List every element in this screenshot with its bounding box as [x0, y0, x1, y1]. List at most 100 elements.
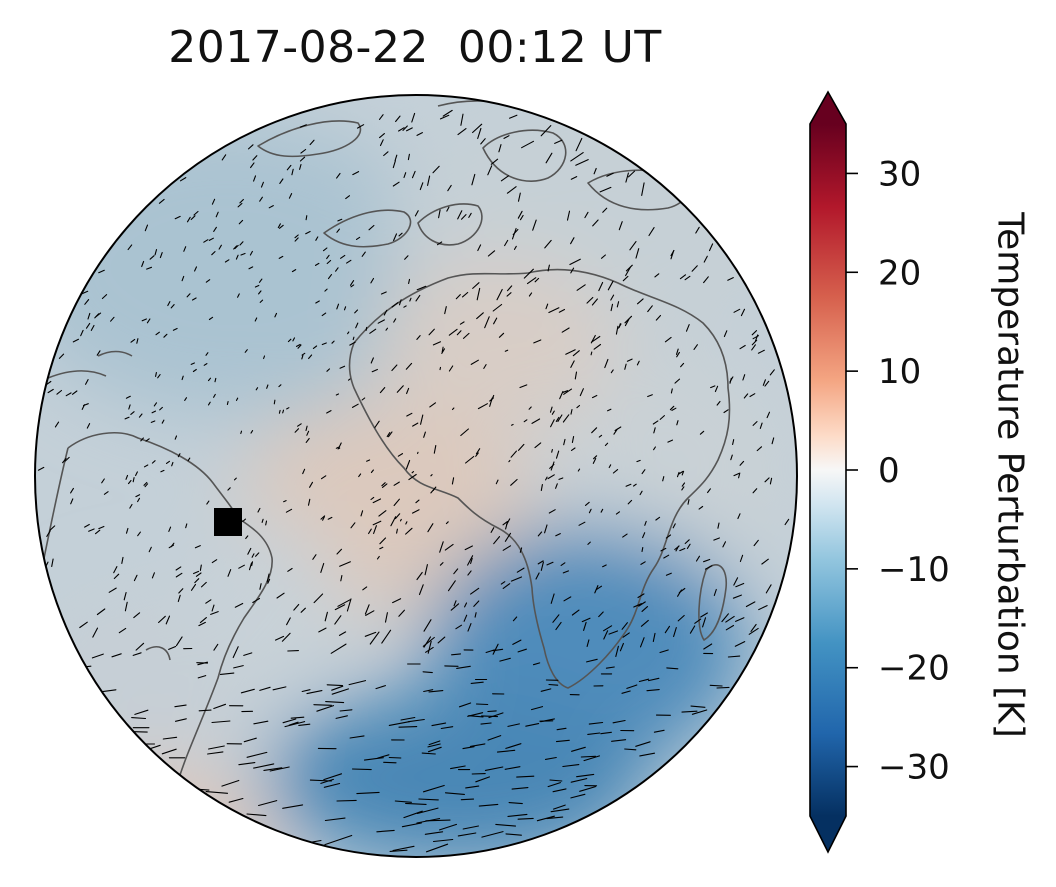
wind-vector: [493, 317, 498, 325]
colorbar-extend-min: [810, 816, 846, 852]
wind-vector: [583, 755, 601, 762]
wind-vector: [552, 614, 560, 623]
wind-vector: [561, 327, 570, 333]
wind-vector: [638, 678, 650, 683]
wind-vector: [691, 709, 708, 715]
wind-vector: [570, 152, 584, 162]
wind-vector: [423, 689, 434, 693]
wind-vector: [199, 564, 202, 571]
wind-vector: [84, 523, 90, 528]
wind-vector: [530, 706, 544, 711]
wind-vector: [254, 317, 258, 322]
wind-vector: [464, 545, 473, 551]
wind-vector: [577, 468, 581, 472]
wind-vector: [278, 224, 284, 229]
wind-vector: [470, 557, 473, 565]
wind-vector: [431, 722, 447, 727]
wind-vector: [427, 743, 441, 748]
wind-vector: [237, 202, 243, 208]
wind-vector: [403, 810, 423, 819]
wind-vector: [578, 521, 586, 526]
colorbar-extend-max: [810, 92, 846, 124]
wind-vector: [327, 516, 333, 520]
wind-vector: [151, 460, 156, 464]
wind-vector: [685, 324, 690, 332]
wind-vector: [187, 457, 191, 462]
wind-vector: [528, 406, 532, 410]
wind-vector: [326, 259, 332, 265]
wind-vector: [510, 478, 518, 486]
wind-vector: [376, 555, 380, 560]
wind-vector: [625, 172, 629, 183]
wind-vector: [414, 210, 419, 217]
wind-vector: [337, 599, 351, 607]
wind-vector: [324, 611, 328, 622]
wind-vector: [259, 686, 271, 691]
wind-vector: [672, 523, 676, 529]
wind-vector: [65, 392, 72, 397]
wind-vector: [263, 355, 266, 360]
wind-vector: [321, 312, 327, 317]
wind-vector: [370, 496, 375, 501]
wind-vector: [544, 756, 557, 760]
wind-vector: [602, 564, 607, 568]
wind-vector: [348, 680, 367, 686]
wind-vector: [239, 198, 244, 204]
wind-vector: [517, 192, 521, 202]
wind-vector: [546, 561, 554, 566]
wind-vector: [464, 602, 468, 608]
wind-vector: [392, 160, 396, 169]
wind-vector: [370, 469, 374, 474]
wind-vector: [681, 470, 685, 476]
wind-vector: [321, 342, 327, 346]
wind-vector: [450, 765, 466, 770]
wind-vector: [579, 786, 597, 792]
wind-vector: [622, 275, 629, 282]
wind-vector: [340, 574, 343, 582]
wind-vector: [432, 488, 435, 491]
wind-vector: [158, 615, 166, 624]
wind-vector: [676, 420, 679, 426]
wind-vector: [484, 316, 490, 329]
wind-vector: [155, 371, 157, 377]
wind-vector: [85, 322, 91, 329]
wind-vector: [90, 324, 95, 331]
wind-vector: [722, 541, 727, 548]
wind-vector: [408, 473, 417, 481]
wind-vector: [440, 726, 454, 730]
wind-vector: [559, 390, 564, 400]
wind-vector: [534, 442, 542, 449]
wind-vector: [499, 657, 511, 662]
wind-vector: [468, 212, 472, 218]
wind-vector: [339, 561, 351, 567]
wind-vector: [571, 609, 580, 616]
wind-vector: [563, 596, 572, 602]
wind-vector: [430, 474, 433, 477]
wind-vector: [457, 832, 477, 837]
wind-vector: [428, 690, 444, 693]
wind-vector: [81, 290, 89, 295]
wind-vector: [516, 567, 525, 573]
wind-vector: [351, 768, 372, 771]
wind-vector: [428, 740, 441, 746]
wind-vector: [468, 715, 484, 718]
wind-vector: [695, 555, 701, 562]
wind-vector: [237, 293, 240, 298]
wind-vector: [335, 267, 339, 272]
wind-vector: [729, 377, 732, 384]
wind-vector: [331, 688, 350, 695]
wind-vector: [168, 645, 177, 650]
wind-vector: [476, 287, 481, 301]
wind-vector: [505, 743, 522, 749]
wind-vector: [664, 625, 671, 634]
wind-vector: [646, 689, 660, 692]
colorbar-tick-label: −10: [878, 550, 950, 590]
wind-vector: [504, 239, 509, 247]
wind-vector: [571, 435, 575, 444]
wind-vector: [124, 601, 128, 612]
wind-vector: [455, 624, 463, 630]
wind-vector: [764, 380, 770, 387]
wind-vector: [268, 205, 274, 209]
wind-vector: [732, 594, 742, 599]
wind-vector: [473, 600, 480, 607]
